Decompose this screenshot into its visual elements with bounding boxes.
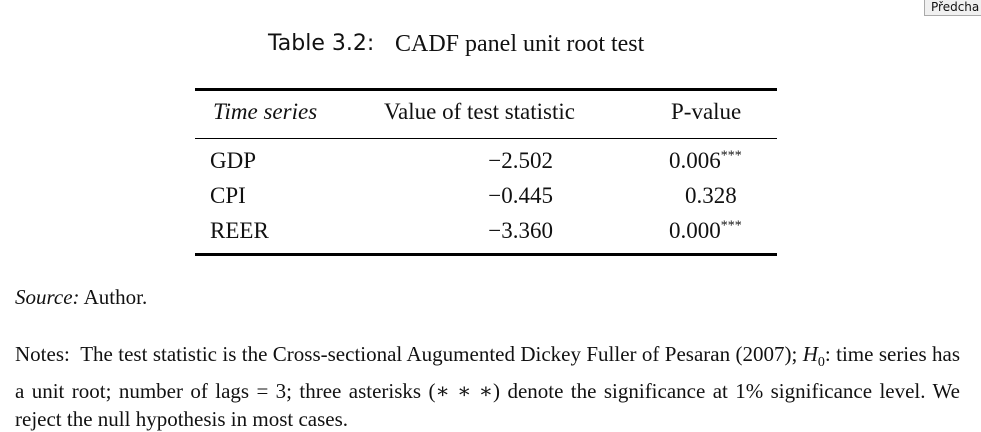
top-rule — [195, 88, 777, 91]
source-label: Source: — [15, 285, 80, 309]
p-value-cell: 0.006*** — [669, 148, 742, 174]
p-value-cell: 0.328 — [685, 183, 737, 209]
source: Source: Author. — [15, 285, 147, 310]
notes-text: The test statistic is the Cross-sectiona… — [80, 342, 798, 366]
p-value-cell: 0.000*** — [669, 218, 742, 244]
source-text: Author. — [83, 285, 148, 309]
notes: Notes: The test statistic is the Cross-s… — [15, 340, 960, 432]
header-cell: P-value — [671, 99, 742, 124]
button[interactable]: Předcha — [924, 0, 981, 16]
table-label: Table 3.2: — [268, 31, 375, 56]
header-cell: Time series — [213, 99, 318, 124]
notes-text: : time series has a unit root; number of… — [15, 342, 961, 432]
mid-rule — [195, 138, 777, 139]
notes-symbol: H — [802, 342, 818, 366]
p-value: 0.328 — [685, 183, 737, 208]
significance-stars: *** — [720, 218, 742, 234]
test-statistic: −0.445 — [488, 183, 553, 208]
row-label: GDP — [210, 148, 257, 173]
p-value: 0.006 — [669, 148, 721, 173]
notes-label: Notes: — [15, 342, 70, 366]
test-statistic: −3.360 — [488, 218, 553, 243]
significance-stars: *** — [720, 148, 742, 164]
header-cell: Value of test statistic — [384, 99, 575, 124]
test-statistic: −2.502 — [488, 148, 553, 173]
notes-subscript: 0 — [817, 355, 825, 371]
row-label: CPI — [210, 183, 246, 208]
p-value: 0.000 — [669, 218, 721, 243]
bottom-rule — [195, 253, 777, 256]
row-label: REER — [210, 218, 269, 243]
table-title: CADF panel unit root test — [395, 31, 645, 57]
